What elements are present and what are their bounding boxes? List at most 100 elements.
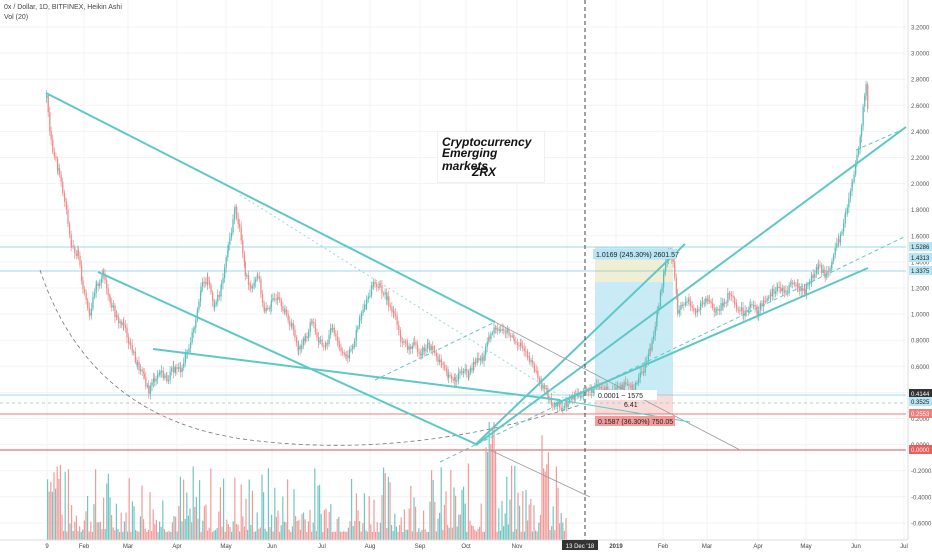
- volume-bar: [205, 504, 207, 540]
- candle-body: [124, 325, 127, 328]
- volume-bar: [237, 524, 239, 540]
- candle-body: [386, 296, 388, 301]
- candle-body: [556, 402, 559, 407]
- volume-bar: [400, 517, 402, 540]
- text-annotation[interactable]: Cryptocurrency Emerging markets ZRX: [437, 131, 545, 183]
- candle-body: [479, 358, 482, 361]
- volume-bar: [93, 504, 95, 540]
- candle-body: [694, 310, 697, 312]
- volume-bar: [360, 531, 362, 540]
- volume-bar: [98, 522, 100, 540]
- candle-body: [661, 287, 663, 292]
- volume-bar: [127, 531, 129, 540]
- candle-body: [621, 384, 624, 389]
- candle-body: [686, 301, 688, 303]
- candle-body: [771, 288, 774, 297]
- candle-body: [751, 304, 753, 306]
- candle-body: [864, 95, 866, 107]
- volume-bar: [224, 531, 226, 540]
- candle-body: [795, 284, 797, 287]
- candle-body: [396, 315, 398, 326]
- volume-bar: [277, 510, 279, 540]
- candle-body: [146, 385, 149, 387]
- symbol-title: 0x / Dollar, 1D, BITFINEX, Heikin Ashi: [4, 4, 122, 11]
- volume-bar: [418, 528, 420, 540]
- x-tick-label: Aug: [365, 544, 376, 550]
- candle-body: [207, 276, 209, 282]
- candle-body: [418, 352, 420, 354]
- candle-body: [805, 284, 808, 295]
- volume-bar: [355, 493, 357, 540]
- candle-body: [301, 345, 303, 350]
- candle-body: [389, 305, 391, 307]
- candle-body: [210, 284, 212, 293]
- candle-body: [196, 309, 199, 320]
- volume-bar: [488, 422, 490, 540]
- volume-bar: [74, 521, 76, 540]
- volume-bar: [255, 531, 257, 540]
- volume-bar: [147, 529, 149, 540]
- candle-body: [641, 371, 643, 373]
- candle-body: [422, 347, 424, 356]
- volume-bar: [339, 531, 341, 540]
- candle-body: [352, 346, 354, 348]
- candle-body: [318, 340, 320, 343]
- volume-bar: [234, 477, 236, 540]
- candle-body: [97, 283, 99, 286]
- candle-body: [184, 353, 186, 363]
- candle-body: [72, 245, 74, 248]
- volume-bar: [519, 505, 521, 540]
- candle-body: [820, 264, 823, 273]
- candle-body: [819, 264, 821, 266]
- candle-body: [737, 309, 739, 311]
- candle-body: [715, 309, 717, 312]
- volume-bar: [466, 531, 468, 540]
- candle-body: [323, 345, 325, 347]
- candle-body: [445, 368, 448, 372]
- volume-bar: [317, 485, 319, 540]
- volume-legend: Vol (20): [4, 14, 29, 21]
- candle-body: [423, 347, 426, 352]
- volume-bar: [543, 468, 545, 540]
- candle-body: [773, 288, 775, 294]
- volume-bar: [248, 479, 250, 540]
- volume-bar: [506, 476, 508, 540]
- candle-body: [848, 198, 850, 208]
- candle-body: [520, 342, 522, 346]
- candle-body: [77, 250, 80, 256]
- candle-body: [845, 213, 847, 215]
- candle-body: [626, 383, 628, 386]
- candle-body: [420, 353, 422, 356]
- volume-bar: [559, 523, 561, 540]
- volume-bar: [285, 522, 287, 540]
- candle-body: [362, 309, 364, 314]
- volume-bar: [251, 490, 253, 540]
- candle-body: [100, 279, 103, 283]
- candle-body: [749, 307, 751, 310]
- candle-body: [238, 224, 241, 228]
- volume-bar: [405, 529, 407, 540]
- candle-body: [200, 286, 202, 293]
- volume-bar: [338, 516, 340, 540]
- volume-bar: [197, 518, 199, 540]
- volume-bar: [565, 518, 567, 540]
- candle-body: [311, 321, 313, 323]
- volume-bar: [191, 522, 193, 540]
- trend-line-dashed: [855, 127, 907, 151]
- candle-body: [761, 303, 763, 307]
- candle-body: [476, 358, 478, 363]
- candle-body: [70, 245, 73, 247]
- candle-body: [416, 344, 419, 353]
- x-tick-label: Nov: [512, 544, 523, 550]
- candle-body: [382, 293, 385, 295]
- candle-body: [547, 395, 549, 400]
- volume-bar: [194, 506, 196, 540]
- volume-bar: [487, 451, 489, 540]
- candle-body: [860, 125, 863, 137]
- candle-body: [636, 382, 638, 385]
- candle-body: [631, 384, 633, 391]
- candle-body: [713, 308, 715, 312]
- candle-body: [199, 292, 202, 302]
